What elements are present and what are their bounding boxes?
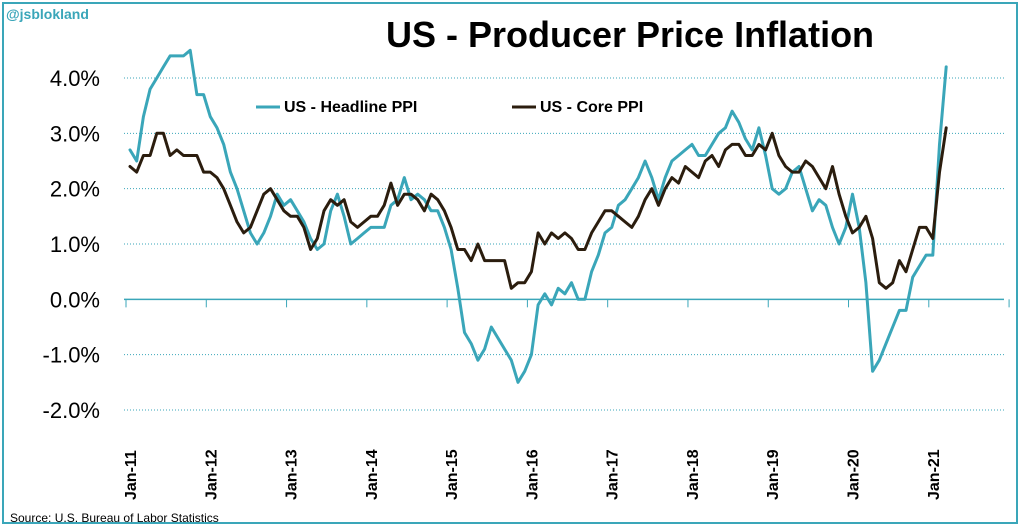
x-tick-label: Jan-16 (524, 449, 541, 500)
chart-frame (2, 2, 1018, 524)
x-tick-label: Jan-19 (765, 449, 782, 500)
y-tick-label: 4.0% (50, 66, 100, 91)
x-tick-label: Jan-17 (605, 449, 622, 500)
x-axis: Jan-11 Jan-12 Jan-13 Jan-14 Jan-15 Jan-16 Jan-… (123, 298, 1010, 500)
x-tick-label: Jan-20 (846, 449, 863, 500)
y-tick-label: 0.0% (50, 287, 100, 312)
x-tick-label: Jan-18 (685, 449, 702, 500)
y-tick-label: 2.0% (50, 177, 100, 202)
y-tick-label: 1.0% (50, 232, 100, 257)
x-tick-label: Jan-21 (926, 449, 943, 500)
x-tick-label: Jan-13 (284, 449, 301, 500)
y-tick-label: -2.0% (43, 398, 100, 423)
y-tick-label: 3.0% (50, 121, 100, 146)
chart-title: US - Producer Price Inflation (385, 14, 875, 55)
legend-label: US - Headline PPI (284, 99, 417, 116)
y-axis-ticks: 4.0% 3.0% 2.0% 1.0% 0.0% -1.0% -2.0% (43, 66, 100, 423)
x-tick-label: Jan-14 (364, 449, 381, 500)
x-tick-label: Jan-11 (123, 450, 140, 500)
legend-label: US - Core PPI (540, 99, 643, 116)
source-note: Source: U.S. Bureau of Labor Statistics (10, 511, 219, 525)
x-tick-label: Jan-15 (444, 449, 461, 500)
y-tick-label: -1.0% (43, 343, 100, 368)
x-tick-label: Jan-12 (203, 449, 220, 500)
series-line-us-core-ppi (128, 126, 948, 290)
series-lines (128, 48, 948, 384)
watermark: @jsblokland (6, 6, 89, 22)
series-line-us-headline-ppi (128, 48, 948, 384)
legend: US - Headline PPI US - Core PPI (256, 99, 643, 116)
